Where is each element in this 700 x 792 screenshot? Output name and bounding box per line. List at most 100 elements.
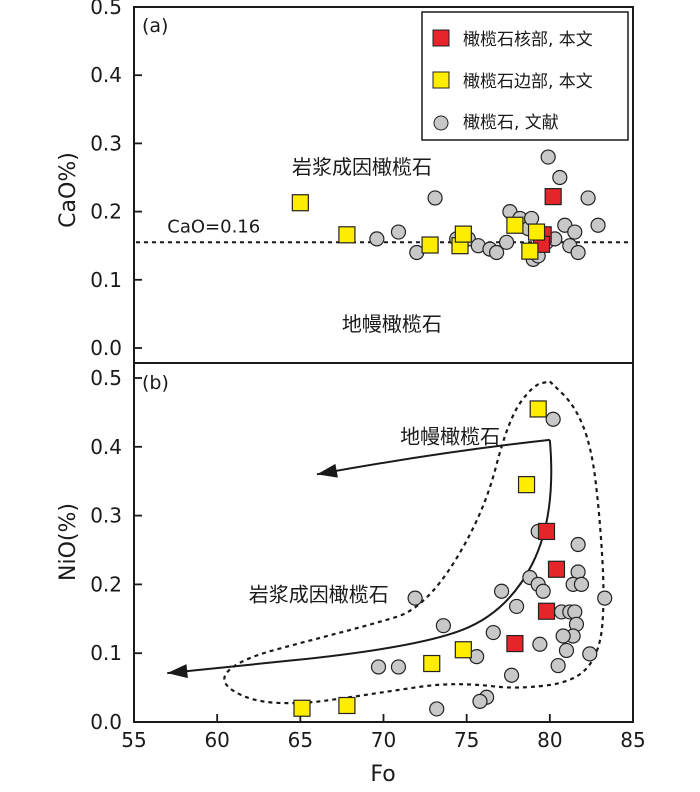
olivine-rim-point <box>421 236 439 254</box>
olivine-core-point <box>537 602 556 620</box>
magmatic-olivine-label-a: 岩浆成因橄榄石 <box>292 155 432 179</box>
panel-b-x-ticks: 55 60 65 70 75 80 85 <box>121 714 646 752</box>
literature-olivine-point <box>435 618 451 634</box>
olivine-rim-point <box>338 226 356 244</box>
x-tick-label: 65 <box>288 728 313 752</box>
legend-literature-label: 橄榄石, 文献 <box>463 113 559 133</box>
literature-olivine-point <box>369 231 385 247</box>
literature-olivine-point <box>407 590 423 606</box>
olivine-rim-point <box>338 696 356 715</box>
y-tick-label: 0.5 <box>90 366 122 390</box>
x-tick-label: 85 <box>620 728 645 752</box>
panel-a: (a) 0.00.10.20.30.40.5 CaO=0.16 岩浆成因橄榄石 … <box>56 0 634 364</box>
panel-b-points <box>293 400 613 717</box>
mantle-arrowhead <box>316 463 338 478</box>
legend-rim-label: 橄榄石边部, 本文 <box>463 72 593 92</box>
literature-olivine-point <box>555 628 571 644</box>
literature-olivine-point <box>503 667 520 683</box>
literature-olivine-point <box>429 701 445 717</box>
literature-olivine-point <box>552 169 568 186</box>
olivine-rim-point <box>521 242 539 260</box>
literature-olivine-point <box>498 234 515 250</box>
literature-olivine-point <box>472 693 488 709</box>
y-tick-label: 0.5 <box>90 0 122 19</box>
literature-olivine-point <box>390 224 407 240</box>
legend: 橄榄石核部, 本文 橄榄石边部, 本文 橄榄石, 文献 <box>421 11 629 141</box>
olivine-rim-point <box>517 476 536 494</box>
olivine-core-point <box>537 522 556 541</box>
legend-rim-marker <box>432 71 450 89</box>
magmatic-arrowhead <box>167 664 188 679</box>
panel-a-y-label: CaO%) <box>56 152 81 228</box>
olivine-rim-point <box>454 641 472 659</box>
x-tick-label: 60 <box>204 728 229 752</box>
y-tick-label: 0.1 <box>90 268 122 292</box>
olivine-rim-point <box>291 194 309 212</box>
literature-olivine-point <box>489 244 505 261</box>
x-tick-label: 75 <box>454 728 479 752</box>
magmatic-olivine-arrow <box>167 439 553 675</box>
olivine-rim-point <box>527 223 546 241</box>
literature-olivine-point <box>370 659 387 675</box>
panel-b-tag: (b) <box>142 372 169 394</box>
y-tick-label: 0.1 <box>90 641 122 665</box>
panel-a-points <box>291 149 606 267</box>
literature-olivine-point <box>508 598 525 615</box>
olivine-rim-point <box>506 216 524 234</box>
y-tick-label: 0.2 <box>90 200 122 224</box>
literature-olivine-point <box>590 217 606 233</box>
legend-core-marker <box>432 29 450 47</box>
panel-b: (b) 0.0 0.1 0.2 0.3 0.4 0.5 55 60 65 70 75 80 85 地幔… <box>56 362 646 787</box>
olivine-core-point <box>506 634 524 653</box>
olivine-core-point <box>544 187 562 206</box>
literature-olivine-point <box>567 604 583 620</box>
y-tick-label: 0.0 <box>90 336 122 360</box>
legend-box <box>421 11 629 141</box>
literature-olivine-point <box>570 244 586 261</box>
x-axis-label: Fo <box>370 762 395 787</box>
mantle-olivine-label-a: 地幔橄榄石 <box>342 312 442 336</box>
x-tick-label: 80 <box>537 728 562 752</box>
mantle-olivine-label-b: 地幔橄榄石 <box>400 424 500 448</box>
literature-olivine-point <box>550 657 566 674</box>
literature-olivine-point <box>523 210 540 227</box>
literature-olivine-point <box>390 659 407 675</box>
panel-b-y-label: NiO(%) <box>56 503 81 581</box>
literature-olivine-point <box>540 149 556 165</box>
magmatic-olivine-label-b: 岩浆成因橄榄石 <box>249 583 389 607</box>
y-tick-label: 0.4 <box>90 63 122 87</box>
mantle-olivine-arrow <box>316 438 550 476</box>
y-tick-label: 0.0 <box>90 710 122 734</box>
literature-olivine-point <box>580 190 596 206</box>
literature-olivine-point <box>597 590 613 606</box>
olivine-rim-point <box>454 225 472 243</box>
x-tick-label: 70 <box>371 728 396 752</box>
y-tick-label: 0.3 <box>90 504 122 528</box>
legend-core-label: 橄榄石核部, 本文 <box>463 30 593 50</box>
olivine-core-point <box>547 560 566 578</box>
literature-olivine-point <box>532 636 548 652</box>
olivine-rim-point <box>529 400 547 418</box>
literature-olivine-point <box>570 536 586 553</box>
olivine-rim-point <box>293 699 311 717</box>
literature-olivine-point <box>573 576 590 593</box>
y-tick-label: 0.4 <box>90 435 122 459</box>
literature-olivine-point <box>567 224 583 240</box>
literature-olivine-point <box>427 190 443 206</box>
literature-olivine-point <box>485 624 501 641</box>
literature-olivine-point <box>558 642 575 659</box>
panel-a-y-ticks: 0.0 0.1 0.2 0.3 0.4 0.5 <box>90 0 142 360</box>
literature-olivine-point <box>535 583 551 599</box>
y-tick-label: 0.3 <box>90 131 122 155</box>
literature-olivine-point <box>545 411 561 427</box>
x-tick-label: 55 <box>121 728 146 752</box>
panel-b-y-ticks: 0.0 0.1 0.2 0.3 0.4 0.5 <box>90 366 142 734</box>
legend-literature-marker <box>433 115 449 131</box>
literature-olivine-point <box>493 583 510 599</box>
cao-reference-label: CaO=0.16 <box>167 216 260 237</box>
panel-a-tag: (a) <box>142 15 168 37</box>
y-tick-label: 0.2 <box>90 572 122 596</box>
olivine-rim-point <box>423 654 441 673</box>
literature-olivine-point <box>582 646 598 662</box>
